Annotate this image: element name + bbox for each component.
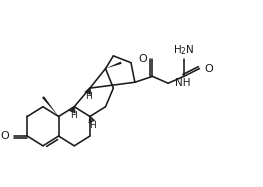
Text: H: H	[174, 45, 182, 55]
Text: H: H	[85, 92, 92, 101]
Text: O: O	[204, 64, 213, 73]
Text: H: H	[89, 121, 96, 130]
Polygon shape	[42, 96, 59, 117]
Text: O: O	[0, 131, 9, 141]
Text: NH: NH	[175, 78, 190, 88]
Text: H: H	[70, 111, 77, 120]
Text: 2: 2	[180, 47, 185, 56]
Polygon shape	[105, 62, 122, 69]
Text: O: O	[139, 54, 148, 64]
Text: N: N	[186, 45, 194, 55]
